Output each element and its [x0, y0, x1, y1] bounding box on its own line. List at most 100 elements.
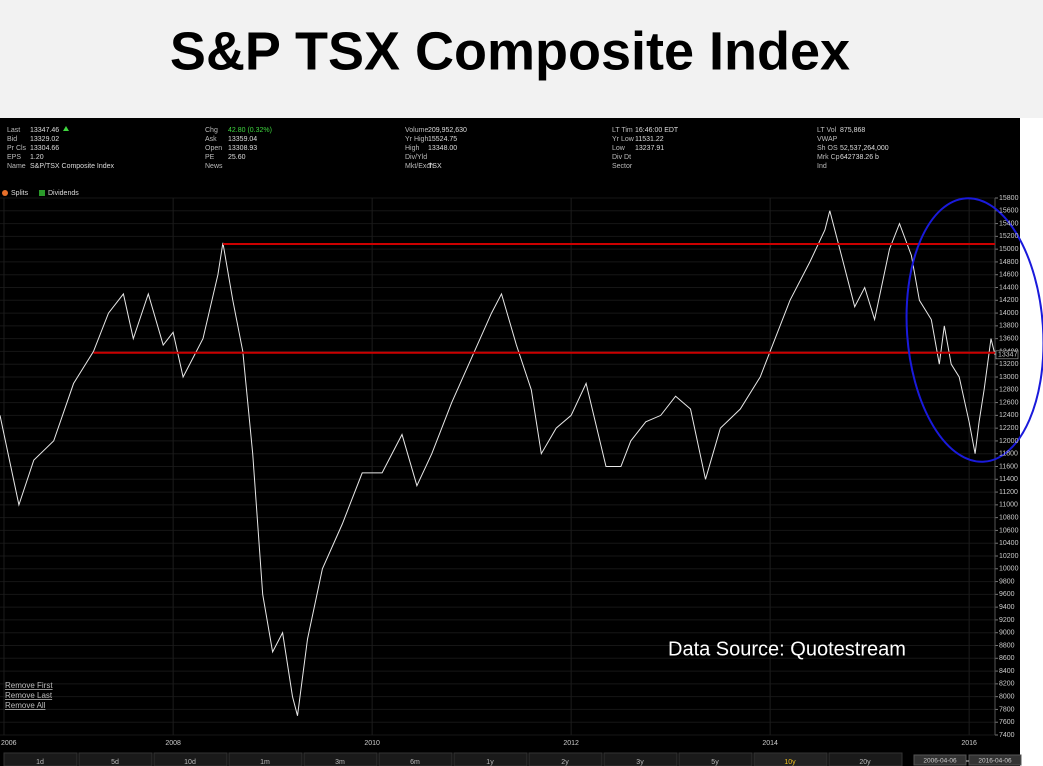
y-tick-label: 10000	[999, 566, 1019, 573]
plot-area	[0, 197, 998, 736]
quote-label: Last	[7, 127, 20, 134]
range-button[interactable]	[3, 752, 78, 766]
y-tick-label: 9400	[999, 604, 1015, 611]
y-tick-label: 11600	[999, 463, 1018, 470]
remove-link[interactable]: Remove First	[5, 681, 53, 690]
quote-label: Sector	[612, 163, 633, 170]
quote-label: EPS	[7, 154, 21, 161]
x-tick-label: 2008	[165, 740, 181, 747]
quote-value: 13329.02	[30, 136, 59, 143]
range-button[interactable]	[678, 752, 753, 766]
y-tick-label: 7600	[999, 719, 1015, 726]
range-button[interactable]	[228, 752, 303, 766]
range-button-label: 3m	[335, 759, 345, 766]
y-tick-label: 7400	[999, 732, 1015, 739]
title-bar	[0, 0, 1043, 118]
legend-label: Splits	[11, 190, 29, 197]
y-tick-label: 14200	[999, 297, 1019, 304]
quote-label: VWAP	[817, 136, 838, 143]
y-tick-label: 11000	[999, 502, 1018, 509]
quote-value: 13308.93	[228, 145, 257, 152]
quote-value: 42.80 (0.32%)	[228, 127, 272, 134]
range-button-label: 5y	[711, 759, 719, 766]
remove-link[interactable]: Remove Last	[5, 691, 53, 700]
quote-label: Pr Cls	[7, 145, 27, 152]
quote-label: News	[205, 163, 223, 170]
y-tick-label: 15800	[999, 195, 1019, 202]
y-tick-label: 8800	[999, 642, 1015, 649]
range-button[interactable]	[78, 752, 153, 766]
quote-label: LT Vol	[817, 127, 837, 134]
quote-label: Name	[7, 163, 26, 170]
y-tick-label: 12800	[999, 387, 1019, 394]
quote-value: 875,868	[840, 127, 865, 134]
y-tick-label: 15000	[999, 246, 1019, 253]
x-tick-label: 2012	[563, 740, 579, 747]
legend-swatch	[39, 190, 45, 196]
quote-label: Volume	[405, 127, 428, 134]
y-tick-label: 8600	[999, 655, 1015, 662]
quote-label: Open	[205, 145, 222, 152]
y-tick-label: 12000	[999, 438, 1019, 445]
range-button-label: 5d	[111, 759, 119, 766]
range-button[interactable]	[603, 752, 678, 766]
range-button-label: 1d	[36, 759, 44, 766]
quote-label: Div/Yld	[405, 154, 427, 161]
quote-value: 13237.91	[635, 145, 664, 152]
y-tick-label: 15600	[999, 208, 1019, 215]
y-tick-label: 13200	[999, 361, 1019, 368]
y-tick-label: 8400	[999, 668, 1015, 675]
range-button[interactable]	[528, 752, 603, 766]
source-annotation: Data Source: Quotestream	[668, 638, 906, 660]
range-button[interactable]	[153, 752, 228, 766]
range-button[interactable]	[753, 752, 828, 766]
range-button[interactable]	[453, 752, 528, 766]
quote-label: Chg	[205, 127, 218, 134]
date-label: 2016-04-06	[978, 758, 1012, 765]
quote-value: 642738.26 b	[840, 154, 879, 161]
quote-label: High	[405, 145, 420, 152]
range-button[interactable]	[303, 752, 378, 766]
quote-value: 13347.46	[30, 127, 59, 134]
y-tick-label: 11800	[999, 451, 1018, 458]
date-box[interactable]	[968, 754, 1022, 766]
y-tick-label: 10800	[999, 514, 1019, 521]
range-button[interactable]	[378, 752, 453, 766]
range-button-label: 10d	[184, 759, 196, 766]
range-button-label: 2y	[561, 759, 569, 766]
y-tick-label: 12600	[999, 399, 1019, 406]
range-button[interactable]	[828, 752, 903, 766]
quote-label: Sh OS	[817, 145, 838, 152]
y-tick-label: 13000	[999, 374, 1019, 381]
quote-label: Ind	[817, 163, 827, 170]
quote-value: 13304.66	[30, 145, 59, 152]
y-tick-label: 8000	[999, 693, 1015, 700]
quote-label: Low	[612, 145, 626, 152]
price-tag-box	[995, 350, 1019, 360]
legend-label: Dividends	[48, 190, 79, 197]
y-tick-label: 10400	[999, 540, 1019, 547]
quote-value: 13359.04	[228, 136, 257, 143]
quote-value: S&P/TSX Composite Index	[30, 163, 115, 170]
price-line	[0, 210, 996, 716]
y-tick-label: 14800	[999, 259, 1019, 266]
y-tick-label: 13800	[999, 323, 1019, 330]
quote-label: Yr Low	[612, 136, 635, 143]
quote-value: 25.60	[228, 154, 246, 161]
x-tick-label: 2006	[1, 740, 17, 747]
y-tick-label: 13600	[999, 335, 1019, 342]
remove-link[interactable]: Remove All	[5, 701, 46, 710]
y-tick-label: 14600	[999, 272, 1019, 279]
quote-label: Div Dt	[612, 154, 631, 161]
chart-title: S&P TSX Composite Index	[170, 21, 850, 81]
range-button-label: 10y	[784, 759, 796, 766]
y-tick-label: 7800	[999, 706, 1015, 713]
quote-value: TSX	[428, 163, 442, 170]
y-tick-label: 10200	[999, 553, 1019, 560]
up-arrow	[63, 126, 69, 131]
quote-label: LT Tim	[612, 127, 633, 134]
quote-label: Ask	[205, 136, 217, 143]
date-box[interactable]	[913, 754, 967, 766]
quote-label: Mkt/Exch	[405, 163, 434, 170]
